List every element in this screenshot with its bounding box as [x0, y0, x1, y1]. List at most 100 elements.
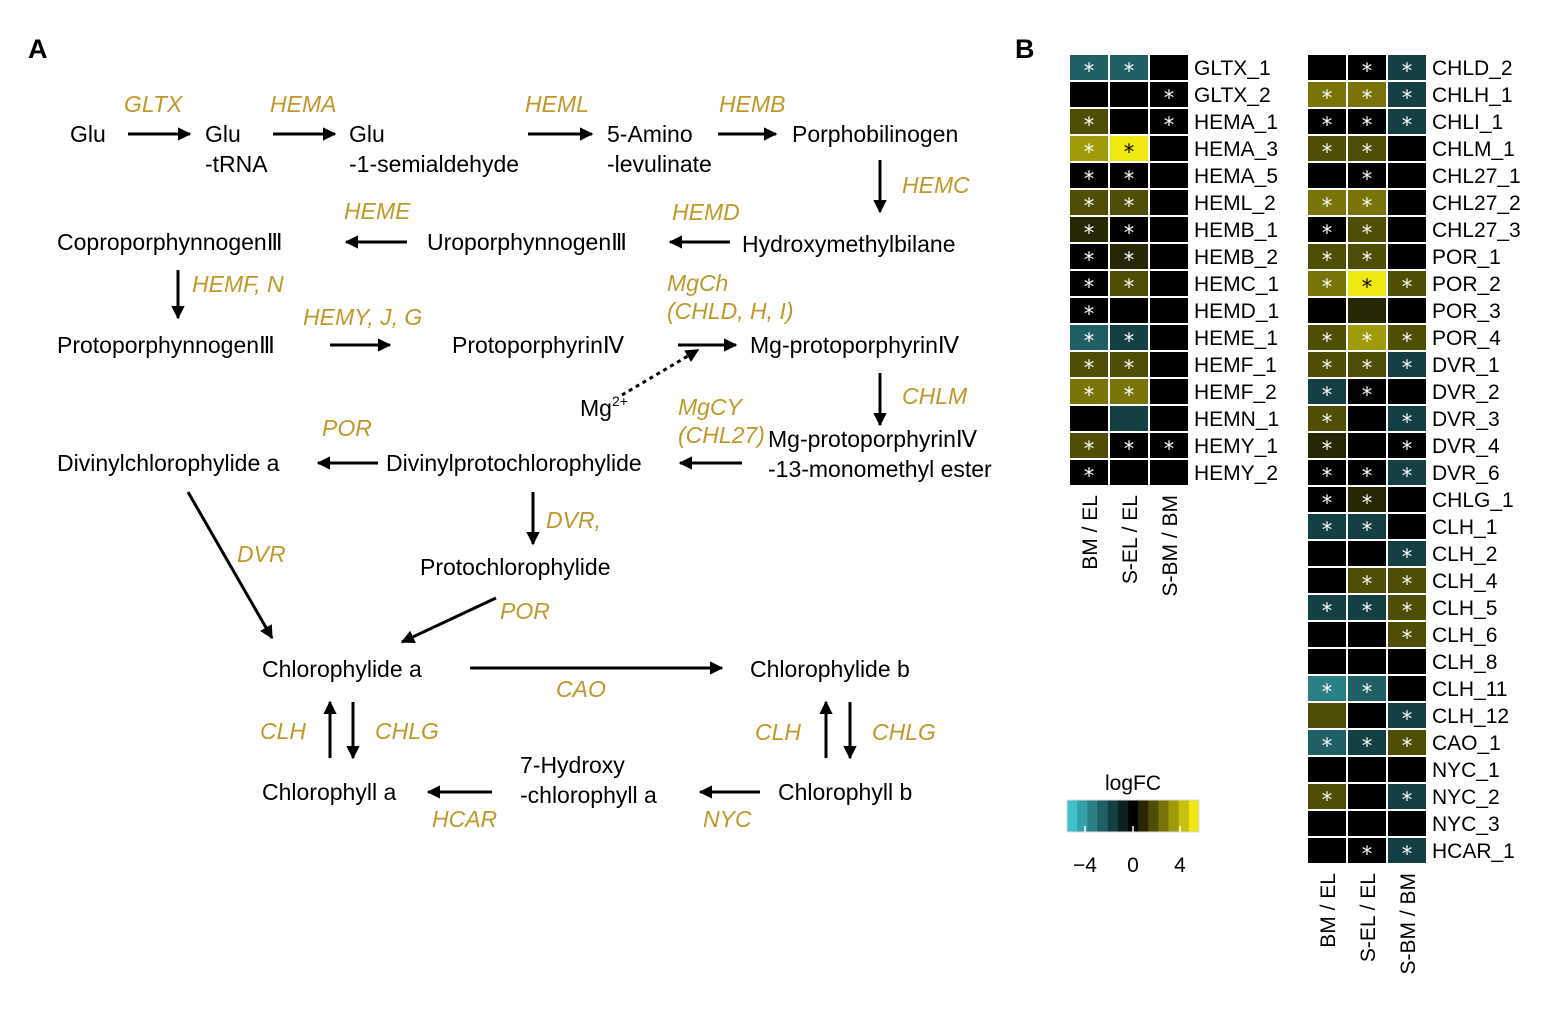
significance-star: * [1362, 464, 1373, 488]
significance-star: * [1362, 599, 1373, 623]
significance-star: * [1124, 140, 1135, 164]
significance-star: * [1402, 545, 1413, 569]
heatmap-right-cell [1348, 82, 1386, 107]
heatmap-left-cell [1110, 271, 1148, 296]
significance-star: * [1084, 464, 1095, 488]
legend-swatch [1087, 800, 1098, 832]
heatmap-right-cell [1388, 55, 1426, 80]
heatmap-left-cell [1070, 325, 1108, 350]
gene-label: CLH_8 [1432, 651, 1497, 674]
significance-star: * [1124, 194, 1135, 218]
significance-star: * [1362, 167, 1373, 191]
gene-label: CHLD_2 [1432, 57, 1513, 80]
heatmap-right-cell [1388, 514, 1426, 539]
heatmap-left-cell [1070, 55, 1108, 80]
heatmap-right-cell [1348, 379, 1386, 404]
significance-star: * [1362, 680, 1373, 704]
heatmap-left-cell [1150, 217, 1188, 242]
significance-star: * [1124, 356, 1135, 380]
heatmap-right-cell [1388, 82, 1426, 107]
gene-label: GLTX_1 [1194, 57, 1271, 80]
gene-label: CHL27_3 [1432, 219, 1521, 242]
significance-star: * [1402, 842, 1413, 866]
heatmap-right: * * CHLD_2 * * * CHLH_1 * * * CHLI_1 * * CHLM_1 * CHL27… [1308, 55, 1521, 975]
enzyme-mgcy: MgCY [678, 394, 744, 420]
significance-star: * [1322, 248, 1333, 272]
heatmap-right-cell [1388, 730, 1426, 755]
heatmap-left-cell [1110, 163, 1148, 188]
enzyme-por2: POR [500, 598, 550, 624]
pathway-nodes: Glu Glu -tRNA Glu -1-semialdehyde 5-Amino -lev… [57, 121, 992, 808]
significance-star: * [1362, 356, 1373, 380]
heatmap-left-cell [1070, 271, 1108, 296]
heatmap-right-cell [1348, 622, 1386, 647]
significance-star: * [1084, 113, 1095, 137]
heatmap-right-cell [1348, 838, 1386, 863]
heatmap-left-cell [1070, 136, 1108, 161]
heatmap-left-cell [1150, 433, 1188, 458]
heatmap-left-cell [1110, 460, 1148, 485]
significance-star: * [1362, 59, 1373, 83]
heatmap-left-cell [1110, 82, 1148, 107]
significance-star: * [1084, 437, 1095, 461]
heatmap-left-cell [1070, 379, 1108, 404]
significance-star: * [1084, 194, 1095, 218]
significance-star: * [1402, 356, 1413, 380]
significance-star: * [1164, 113, 1175, 137]
heatmap-left-cell [1070, 217, 1108, 242]
significance-star: * [1084, 140, 1095, 164]
significance-star: * [1124, 167, 1135, 191]
significance-star: * [1164, 86, 1175, 110]
significance-star: * [1322, 275, 1333, 299]
heatmap-left-cell [1070, 163, 1108, 188]
gene-label: HEMY_2 [1194, 462, 1278, 485]
gene-label: HEMA_1 [1194, 111, 1278, 134]
heatmap-right-cell [1348, 514, 1386, 539]
heatmap-right-cell [1308, 514, 1346, 539]
node-mg: Mg2+ [580, 393, 628, 421]
heatmap-left-cell [1110, 325, 1148, 350]
heatmap-left-cell [1070, 460, 1108, 485]
node-proto: ProtoporphyrinⅣ [452, 332, 625, 358]
heatmap-left-cell [1150, 109, 1188, 134]
enzyme-chlm: CHLM [902, 383, 968, 409]
significance-star: * [1322, 383, 1333, 407]
logfc-legend: logFC −4 0 4 [1066, 772, 1200, 877]
heatmap-left-cell [1110, 298, 1148, 323]
node-glu: Glu [70, 121, 106, 147]
heatmap-right-cell [1388, 811, 1426, 836]
heatmap-right-cell [1348, 676, 1386, 701]
significance-star: * [1084, 59, 1095, 83]
significance-star: * [1124, 59, 1135, 83]
heatmap-right-cell [1388, 244, 1426, 269]
gene-label: CLH_12 [1432, 705, 1509, 728]
panel-label-b: B [1015, 34, 1035, 64]
significance-star: * [1322, 356, 1333, 380]
heatmap-right-cell [1388, 784, 1426, 809]
gene-label: HEMD_1 [1194, 300, 1279, 323]
heatmap-right-cell [1308, 55, 1346, 80]
column-label: S-EL / EL [1119, 495, 1142, 584]
legend-title: logFC [1105, 772, 1161, 795]
node-hydroxy: 7-Hydroxy [520, 752, 625, 778]
significance-star: * [1402, 572, 1413, 596]
gene-label: HEMC_1 [1194, 273, 1279, 296]
heatmap-right-cell [1388, 325, 1426, 350]
heatmap-right-cell [1308, 838, 1346, 863]
node-hmb: Hydroxymethylbilane [742, 231, 955, 257]
enzyme-mgcy-line2: (CHL27) [678, 422, 765, 448]
heatmap-right-cell [1308, 325, 1346, 350]
heatmap-right-cell [1308, 757, 1346, 782]
heatmap-right-cell [1308, 811, 1346, 836]
significance-star: * [1362, 248, 1373, 272]
heatmap-right-cell [1348, 217, 1386, 242]
significance-star: * [1124, 221, 1135, 245]
heatmap-right-cell [1388, 109, 1426, 134]
heatmap-left-cell [1150, 190, 1188, 215]
significance-star: * [1362, 194, 1373, 218]
heatmap-right-cell [1388, 703, 1426, 728]
heatmap-right-cell [1308, 730, 1346, 755]
significance-star: * [1402, 788, 1413, 812]
node-glu-trna: Glu [205, 121, 241, 147]
heatmap-right-cell [1388, 217, 1426, 242]
